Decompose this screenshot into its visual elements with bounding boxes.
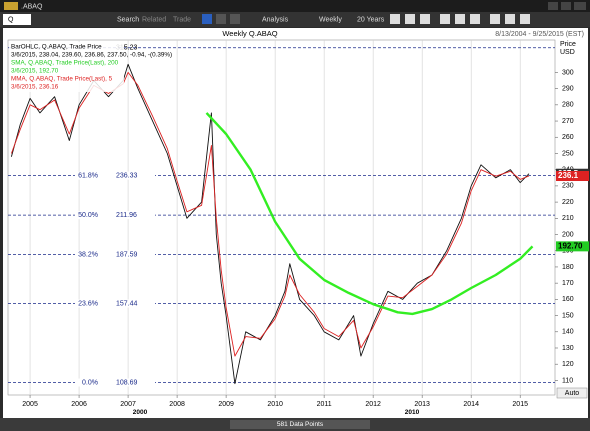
y-tick-label: 300 [562, 69, 574, 76]
symbol-box[interactable] [3, 14, 31, 25]
tool-icon[interactable] [390, 14, 400, 24]
fib-label-bg [75, 211, 155, 220]
tool-icon[interactable] [505, 14, 515, 24]
range-select[interactable]: 20 Years [357, 16, 385, 23]
status-text: 581 Data Points [277, 421, 324, 428]
link-icon[interactable] [202, 14, 212, 24]
x-tick-label: 2011 [317, 401, 332, 408]
axis-label: USD [560, 49, 575, 56]
fib-value: 315.23 [116, 45, 138, 52]
fib-pct: 61.8% [78, 172, 98, 179]
x-tick-label: 2009 [218, 401, 234, 408]
price-tag [556, 171, 589, 182]
x-tick-label: 2015 [512, 401, 528, 408]
y-tick-label: 250 [562, 150, 574, 157]
x-tick-label: 2008 [169, 401, 185, 408]
series-line [205, 112, 534, 316]
analysis-button[interactable]: Analysis [262, 16, 289, 23]
legend-entry: BarOHLC, Q.ABAQ, Trade Price [11, 44, 102, 51]
axis-label: Price [560, 41, 576, 48]
maximize-button[interactable] [561, 2, 571, 10]
x-tick-label: 2007 [120, 401, 136, 408]
fib-pct: 38.2% [78, 251, 98, 258]
fib-pct: 23.6% [78, 300, 98, 307]
x-tick-label: 2013 [414, 401, 430, 408]
fib-value: 211.96 [116, 212, 137, 219]
fib-label-bg [75, 299, 155, 308]
app-icon [4, 2, 18, 10]
period-select[interactable]: Weekly [319, 16, 342, 23]
fib-pct: 50.0% [78, 212, 98, 219]
x-tick-label: 2006 [71, 401, 87, 408]
scroll-thumb[interactable] [230, 420, 370, 429]
y-tick-label: 260 [562, 134, 574, 141]
y-tick-label: 140 [562, 329, 574, 336]
tool-icon[interactable] [420, 14, 430, 24]
fib-value: 187.59 [116, 251, 138, 258]
price-tag-label: 192.70 [558, 241, 583, 250]
fib-label-bg [75, 378, 155, 387]
fib-label-bg [75, 171, 155, 180]
price-tag-label: 236.1 [558, 171, 579, 180]
toolbar [0, 12, 590, 27]
y-tick-label: 130 [562, 345, 574, 352]
search-button[interactable]: Search [117, 16, 139, 23]
tool-icon[interactable] [490, 14, 500, 24]
draw-icon[interactable] [216, 14, 226, 24]
fib-value: 157.44 [116, 300, 138, 307]
legend-bg [9, 42, 124, 92]
window-title: .ABAQ [21, 3, 43, 10]
tool-icon[interactable] [455, 14, 465, 24]
y-tick-label: 230 [562, 183, 574, 190]
x-tick-label: 2005 [22, 401, 38, 408]
y-tick-label: 280 [562, 102, 574, 109]
legend-entry: SMA, Q.ABAQ, Trade Price(Last), 200 [11, 60, 119, 67]
y-tick-label: 220 [562, 199, 574, 206]
legend-entry: MMA, Q.ABAQ, Trade Price(Last), 5 [11, 76, 113, 83]
tool-icon[interactable] [440, 14, 450, 24]
related-button[interactable]: Related [142, 16, 166, 23]
y-tick-label: 170 [562, 280, 574, 287]
legend-entry: 3/6/2015, 238.04, 239.60, 236.86, 237.50… [11, 52, 172, 59]
fib-label-bg [75, 250, 155, 259]
legend-entry: 3/6/2015, 236.16 [11, 84, 59, 91]
tool-icon[interactable] [405, 14, 415, 24]
title-bar [0, 0, 590, 12]
y-tick-label: 120 [562, 361, 574, 368]
y-tick-label: 290 [562, 85, 574, 92]
chart-title: Weekly Q.ABAQ [222, 29, 277, 38]
fib-pct: 0.0% [82, 379, 98, 386]
x-tick-label: 2010 [267, 401, 283, 408]
auto-button[interactable] [556, 387, 588, 399]
x-tick-label: 2014 [463, 401, 479, 408]
fib-value: 236.33 [116, 172, 138, 179]
y-tick-label: 110 [562, 377, 573, 384]
y-tick-label: 210 [562, 215, 574, 222]
decade-label: 2010 [405, 409, 420, 416]
y-tick-label: 200 [562, 231, 574, 238]
legend-entry: 3/6/2015, 192.70 [11, 68, 59, 75]
x-tick-label: 2012 [365, 401, 381, 408]
trade-button[interactable]: Trade [173, 16, 191, 23]
y-tick-label: 270 [562, 118, 574, 125]
undo-icon[interactable] [230, 14, 240, 24]
symbol-input[interactable]: Q [8, 16, 14, 23]
decade-label: 2000 [133, 409, 148, 416]
y-tick-label: 150 [562, 312, 574, 319]
price-tag [556, 241, 589, 252]
y-tick-label: 160 [562, 296, 574, 303]
fib-value: 108.69 [116, 379, 138, 386]
close-button[interactable] [574, 2, 586, 10]
auto-label[interactable]: Auto [565, 390, 580, 397]
tool-icon[interactable] [470, 14, 480, 24]
tool-icon[interactable] [520, 14, 530, 24]
y-tick-label: 180 [562, 264, 574, 271]
date-range: 8/13/2004 - 9/25/2015 (EST) [495, 31, 584, 38]
minimize-button[interactable] [548, 2, 558, 10]
